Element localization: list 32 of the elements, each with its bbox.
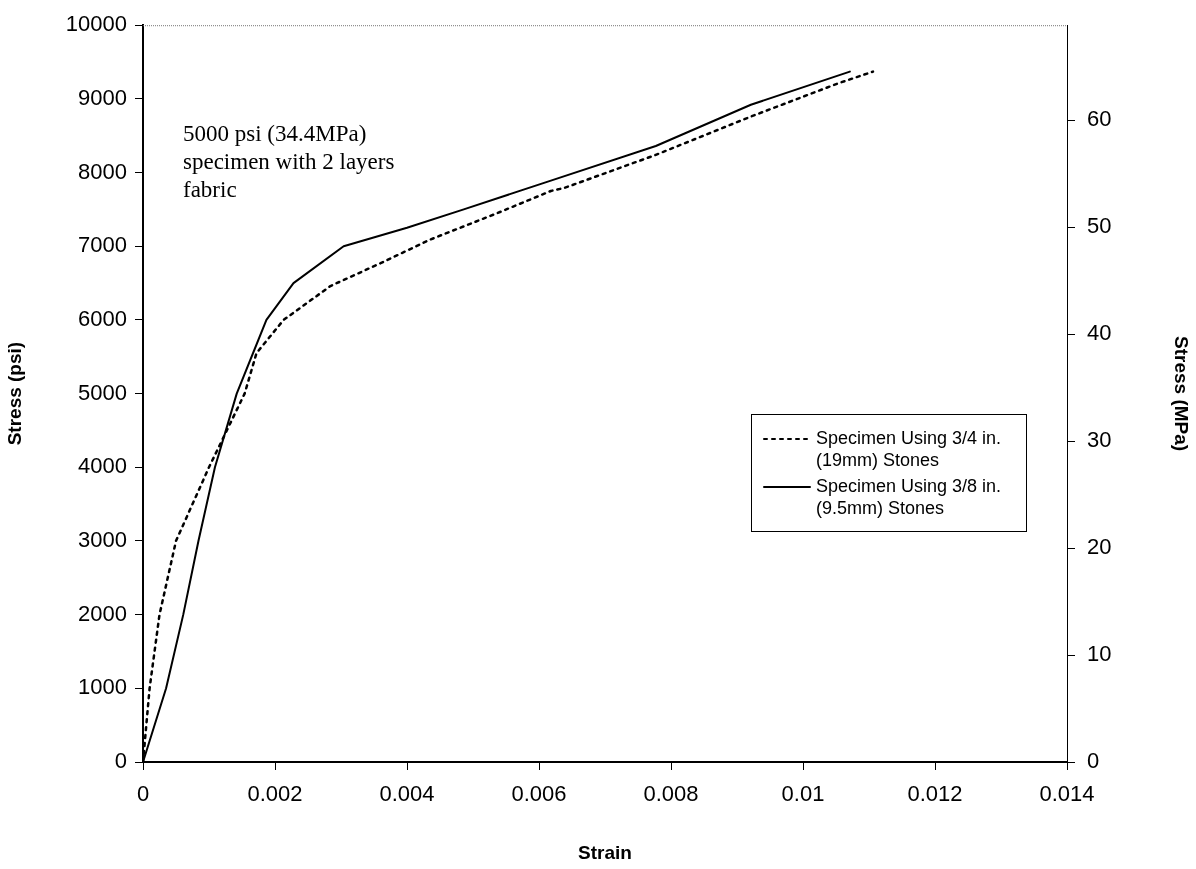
x-tick-label: 0.006	[511, 781, 567, 807]
y2-tick-label: 60	[1087, 106, 1112, 132]
y2-axis-title: Stress (MPa)	[1171, 336, 1193, 452]
y-tick-label: 7000	[78, 232, 127, 258]
y-tick-label: 3000	[78, 527, 127, 553]
y-tick-label: 6000	[78, 305, 127, 331]
x-tick-label: 0.008	[643, 781, 699, 807]
annotation: 5000 psi (34.4MPa) specimen with 2 layers fabric	[183, 120, 396, 205]
legend-label: Specimen Using 3/8 in. (9.5mm) Stones	[816, 475, 1003, 519]
x-axis-title: Strain	[578, 841, 632, 863]
y-tick-label: 9000	[78, 84, 127, 110]
x-tick-label: 0.004	[379, 781, 435, 807]
y-tick-label: 8000	[78, 158, 127, 184]
y-tick-label: 5000	[78, 379, 127, 405]
y2-tick-label: 0	[1087, 748, 1100, 774]
x-tick-label: 0	[136, 781, 150, 807]
y2-tick-label: 50	[1087, 213, 1112, 239]
x-tick-label: 0.01	[781, 781, 825, 807]
y2-tick-label: 10	[1087, 641, 1112, 667]
y-tick-label: 0	[114, 748, 127, 774]
y2-tick-label: 20	[1087, 534, 1112, 560]
x-tick-label: 0.012	[907, 781, 963, 807]
x-tick-label: 0.014	[1039, 781, 1095, 807]
y-tick-label: 1000	[78, 674, 127, 700]
y-axis-title: Stress (psi)	[3, 341, 25, 446]
x-tick-label: 0.002	[247, 781, 303, 807]
y2-tick-label: 30	[1087, 427, 1112, 453]
y-tick-label: 4000	[78, 453, 127, 479]
y-tick-label: 10000	[65, 11, 127, 37]
y-tick-label: 2000	[78, 600, 127, 626]
legend-label: Specimen Using 3/4 in. (19mm) Stones	[816, 427, 1003, 471]
y2-tick-label: 40	[1087, 320, 1112, 346]
